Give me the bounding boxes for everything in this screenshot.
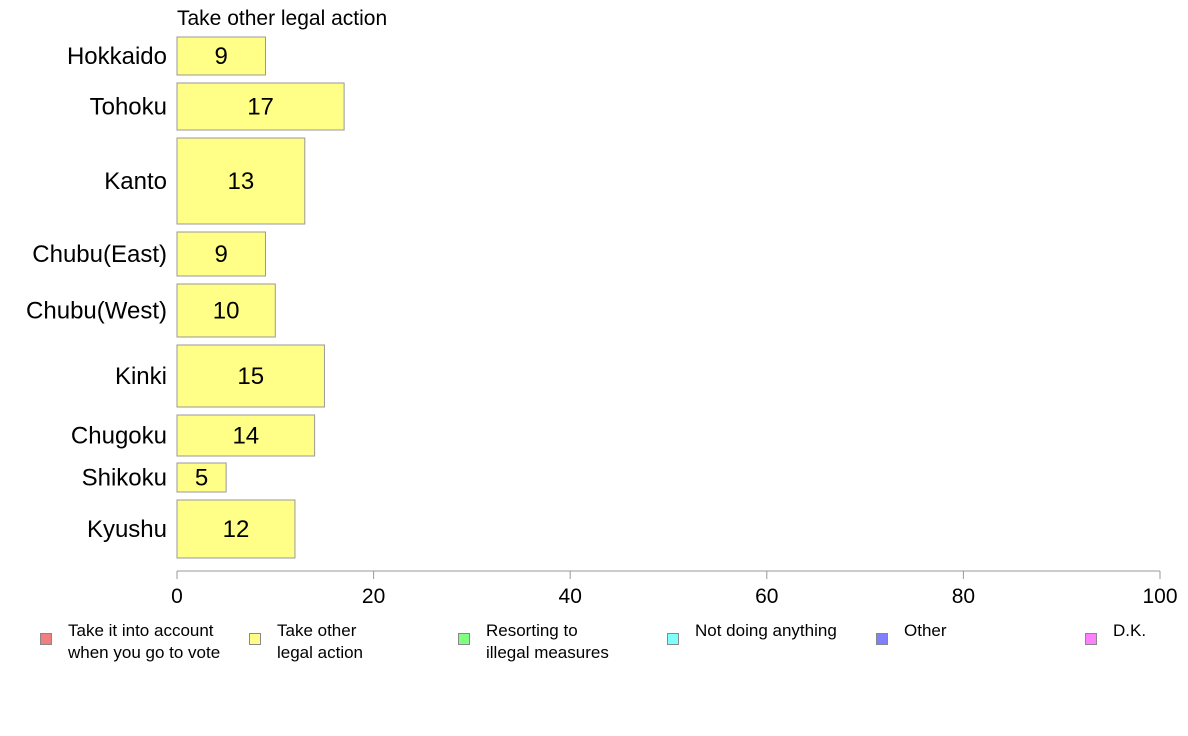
category-label: Kanto [104, 168, 167, 195]
bar-chugoku [176, 414, 316, 457]
bar-shikoku [176, 462, 227, 493]
legend-item-legal-action: Take other legal action [249, 620, 447, 664]
legend-item-illegal-measures: Resorting to illegal measures [458, 620, 656, 664]
data-label: 14 [232, 423, 259, 450]
legend-swatch [876, 633, 888, 645]
bar-hokkaido [176, 36, 266, 76]
bar-chubu-east [176, 231, 266, 277]
category-label: Tohoku [90, 94, 167, 121]
data-label: 9 [215, 241, 228, 268]
x-tick-label: 100 [1142, 585, 1177, 608]
x-tick-label: 0 [171, 585, 183, 608]
bar-chart: Take other legal action Hokkaido 9 Tohoku 1… [26, 7, 1177, 608]
legend-swatch [458, 633, 470, 645]
legend-swatch [40, 633, 52, 645]
category-label: Chugoku [71, 423, 167, 450]
x-tick-label: 20 [362, 585, 385, 608]
legend-label: Resorting to illegal measures [486, 621, 609, 662]
data-label: 9 [215, 43, 228, 70]
x-tick-label: 80 [952, 585, 975, 608]
legend-label: Take other legal action [277, 621, 364, 662]
legend-swatch [667, 633, 679, 645]
legend-item-dk: D.K. [1085, 620, 1188, 645]
legend-item-other: Other [876, 620, 1074, 645]
category-label: Kyushu [87, 516, 167, 543]
bar-tohoku [176, 82, 345, 131]
data-label: 15 [237, 363, 264, 390]
bar-chubu-west [176, 283, 276, 338]
data-label: 5 [195, 465, 208, 492]
bar-kyushu [176, 499, 296, 559]
category-label: Shikoku [82, 465, 167, 492]
x-tick-label: 40 [559, 585, 582, 608]
category-label: Kinki [115, 363, 167, 390]
data-label: 17 [247, 94, 274, 121]
chart-title: Take other legal action [177, 7, 387, 30]
category-label: Chubu(West) [26, 298, 167, 325]
legend-label: D.K. [1113, 621, 1147, 640]
data-label: 13 [228, 168, 255, 195]
bar-kanto [176, 137, 306, 225]
legend-swatch [1085, 633, 1097, 645]
category-label: Hokkaido [67, 43, 167, 70]
data-label: 12 [223, 516, 250, 543]
data-label: 10 [213, 298, 240, 325]
legend: Take it into account when you go to vote… [0, 620, 1188, 670]
legend-label: Other [904, 621, 947, 640]
legend-item-not-doing-anything: Not doing anything [667, 620, 865, 645]
x-tick-label: 60 [755, 585, 778, 608]
legend-swatch [249, 633, 261, 645]
category-label: Chubu(East) [32, 241, 167, 268]
legend-label: Take it into account when you go to vote [68, 621, 221, 662]
bar-kinki [176, 344, 325, 408]
legend-label: Not doing anything [695, 621, 837, 640]
legend-item-vote: Take it into account when you go to vote [40, 620, 238, 664]
